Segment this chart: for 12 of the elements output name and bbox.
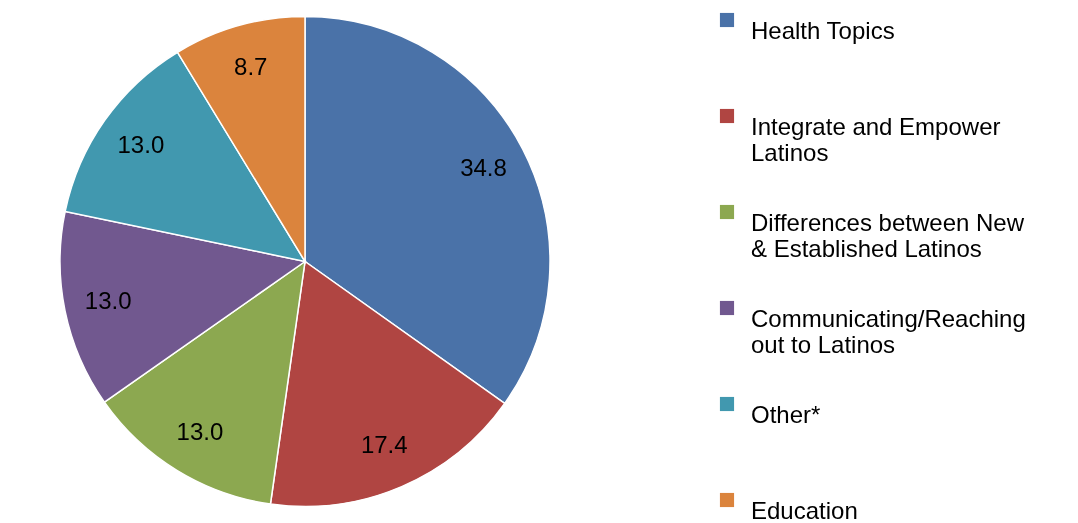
data-label: 34.8 [460, 154, 507, 182]
data-label: 17.4 [360, 431, 408, 459]
legend-label: Differences between New & Established Latinos [751, 209, 1025, 262]
legend-label: Health Topics [751, 17, 895, 44]
legend-label: Integrate and Empower Latinos [751, 113, 1001, 166]
data-label: 13.0 [176, 417, 224, 445]
data-label: 13.0 [84, 286, 132, 314]
data-label: 8.7 [234, 53, 268, 81]
legend-label: Education [751, 497, 858, 523]
legend-label: Other* [751, 401, 821, 428]
legend-label: Communicating/Reaching out to Latinos [751, 305, 1026, 358]
data-label: 13.0 [117, 130, 165, 158]
